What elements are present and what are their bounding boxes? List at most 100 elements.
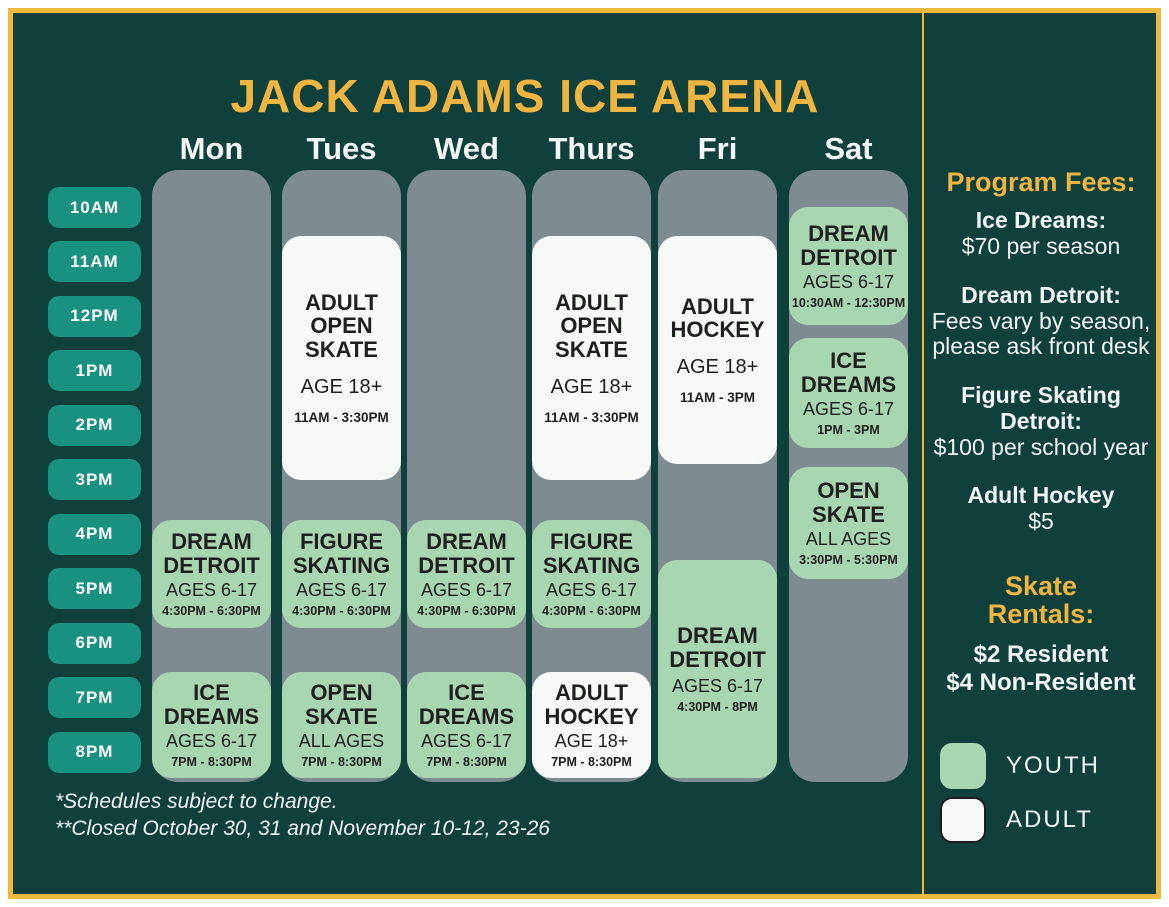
legend-label: YOUTH xyxy=(1006,752,1100,780)
event-title: FIGURE SKATING xyxy=(292,529,391,578)
event-tues-adult-open-skate: ADULT OPEN SKATE AGE 18+ 11AM - 3:30PM xyxy=(282,236,401,480)
footnotes: *Schedules subject to change. **Closed O… xyxy=(55,788,550,843)
event-age: AGE 18+ xyxy=(676,356,759,379)
fee-detail: $100 per school year xyxy=(933,433,1149,460)
event-time: 3:30PM - 5:30PM xyxy=(799,552,898,567)
event-time: 11AM - 3PM xyxy=(679,390,756,406)
day-column-sat: DREAM DETROIT AGES 6-17 10:30AM - 12:30PM I… xyxy=(789,170,908,782)
event-tues-figure-skating: FIGURE SKATING AGES 6-17 4:30PM - 6:30PM xyxy=(282,520,401,628)
day-header-mon: Mon xyxy=(179,131,244,166)
time-label-12pm: 12PM xyxy=(48,295,141,337)
time-label-3pm: 3PM xyxy=(48,459,141,501)
event-age: AGES 6-17 xyxy=(802,398,895,419)
day-header-fri: Fri xyxy=(697,131,738,166)
legend-row-youth: YOUTH xyxy=(940,743,1100,790)
event-thurs-adult-hockey: ADULT HOCKEY AGE 18+ 7PM - 8:30PM xyxy=(532,672,651,778)
fee-detail: $70 per season xyxy=(961,233,1121,260)
event-wed-ice-dreams: ICE DREAMS AGES 6-17 7PM - 8:30PM xyxy=(407,672,526,778)
time-label-7pm: 7PM xyxy=(48,677,141,719)
fees-list: Ice Dreams: $70 per season Dream Detroit: F… xyxy=(925,207,1156,558)
event-sat-open-skate: OPEN SKATE ALL AGES 3:30PM - 5:30PM xyxy=(789,467,908,579)
time-label-10am: 10AM xyxy=(48,187,141,228)
time-label-4pm: 4PM xyxy=(48,513,141,555)
fee-detail: Fees vary by season, please ask front de… xyxy=(931,307,1151,360)
event-title: ADULT HOCKEY xyxy=(544,680,639,729)
event-time: 4:30PM - 6:30PM xyxy=(542,603,641,618)
event-age: AGES 6-17 xyxy=(420,579,513,600)
skate-rentals-heading: Skate Rentals: xyxy=(987,570,1095,630)
skate-rentals-list: $2 Resident $4 Non-Resident xyxy=(946,641,1135,698)
time-label-5pm: 5PM xyxy=(48,568,141,610)
day-column-fri: ADULT HOCKEY AGE 18+ 11AM - 3PM DREAM DETRO… xyxy=(658,170,777,782)
event-title: DREAM DETROIT xyxy=(800,221,897,270)
event-title: OPEN SKATE xyxy=(305,680,378,729)
fee-detail: $5 xyxy=(1028,508,1054,535)
event-wed-dream-detroit: DREAM DETROIT AGES 6-17 4:30PM - 6:30PM xyxy=(407,520,526,628)
time-label-2pm: 2PM xyxy=(48,404,141,446)
event-time: 4:30PM - 6:30PM xyxy=(417,603,516,618)
fee-item-ice-dreams: Ice Dreams: $70 per season xyxy=(925,207,1156,260)
page-title: JACK ADAMS ICE ARENA xyxy=(230,70,820,122)
event-title: FIGURE SKATING xyxy=(542,529,641,578)
fee-name: Adult Hockey xyxy=(967,482,1115,509)
event-sat-dream-detroit: DREAM DETROIT AGES 6-17 10:30AM - 12:30PM xyxy=(789,207,908,325)
day-column-mon: DREAM DETROIT AGES 6-17 4:30PM - 6:30PM ICE… xyxy=(152,170,271,782)
event-title: OPEN SKATE xyxy=(812,478,885,527)
event-time: 7PM - 8:30PM xyxy=(301,754,382,769)
day-header-tues: Tues xyxy=(306,131,377,166)
fee-name: Ice Dreams: xyxy=(975,207,1107,234)
day-header-thurs: Thurs xyxy=(548,131,635,166)
event-age: AGE 18+ xyxy=(300,375,383,398)
event-fri-dream-detroit: DREAM DETROIT AGES 6-17 4:30PM - 8PM xyxy=(658,560,777,778)
event-time: 11AM - 3:30PM xyxy=(294,409,389,425)
event-time: 11AM - 3:30PM xyxy=(544,409,639,425)
event-title: ADULT OPEN SKATE xyxy=(305,290,378,362)
event-age: AGES 6-17 xyxy=(295,579,388,600)
event-time: 4:30PM - 6:30PM xyxy=(292,603,391,618)
panel-divider xyxy=(922,13,924,894)
event-age: AGES 6-17 xyxy=(802,271,895,292)
fee-item-dream-detroit: Dream Detroit: Fees vary by season, pleas… xyxy=(925,282,1156,360)
event-thurs-adult-open-skate: ADULT OPEN SKATE AGE 18+ 11AM - 3:30PM xyxy=(532,236,651,480)
day-column-tues: ADULT OPEN SKATE AGE 18+ 11AM - 3:30PM FIGU… xyxy=(282,170,401,782)
event-time: 4:30PM - 6:30PM xyxy=(162,603,261,618)
event-title: ICE DREAMS xyxy=(800,348,897,397)
event-time: 1PM - 3PM xyxy=(817,422,880,437)
event-title: ICE DREAMS xyxy=(418,680,515,729)
program-fees-heading: Program Fees: xyxy=(946,167,1136,197)
event-age: AGE 18+ xyxy=(550,375,633,398)
event-age: AGES 6-17 xyxy=(420,730,513,751)
legend-label: ADULT xyxy=(1006,806,1093,834)
event-age: ALL AGES xyxy=(805,528,892,549)
legend-swatch-adult xyxy=(940,797,986,844)
event-age: AGE 18+ xyxy=(554,730,629,751)
event-age: AGES 6-17 xyxy=(165,579,258,600)
legend-swatch-youth xyxy=(940,743,986,790)
event-age: ALL AGES xyxy=(298,730,385,751)
rental-line-4-non-resident: $4 Non-Resident xyxy=(946,668,1136,696)
event-thurs-figure-skating: FIGURE SKATING AGES 6-17 4:30PM - 6:30PM xyxy=(532,520,651,628)
event-time: 4:30PM - 8PM xyxy=(677,699,758,714)
time-label-8pm: 8PM xyxy=(48,731,141,773)
event-sat-ice-dreams: ICE DREAMS AGES 6-17 1PM - 3PM xyxy=(789,338,908,448)
event-title: ADULT HOCKEY xyxy=(670,293,765,342)
day-column-wed: DREAM DETROIT AGES 6-17 4:30PM - 6:30PM ICE… xyxy=(407,170,526,782)
event-age: AGES 6-17 xyxy=(545,579,638,600)
legend-row-adult: ADULT xyxy=(940,797,1100,844)
event-age: AGES 6-17 xyxy=(671,675,764,696)
event-title: DREAM DETROIT xyxy=(163,529,260,578)
event-fri-adult-hockey: ADULT HOCKEY AGE 18+ 11AM - 3PM xyxy=(658,236,777,464)
event-mon-dream-detroit: DREAM DETROIT AGES 6-17 4:30PM - 6:30PM xyxy=(152,520,271,628)
event-time: 7PM - 8:30PM xyxy=(551,754,632,769)
time-label-6pm: 6PM xyxy=(48,622,141,664)
event-title: DREAM DETROIT xyxy=(418,529,515,578)
event-tues-open-skate: OPEN SKATE ALL AGES 7PM - 8:30PM xyxy=(282,672,401,778)
day-header-wed: Wed xyxy=(434,131,499,166)
rental-line-2-resident: $2 Resident xyxy=(973,640,1109,668)
event-title: DREAM DETROIT xyxy=(669,623,766,672)
event-age: AGES 6-17 xyxy=(165,730,258,751)
fee-item-adult-hockey: Adult Hockey $5 xyxy=(925,482,1156,535)
event-time: 10:30AM - 12:30PM xyxy=(791,295,906,310)
day-header-sat: Sat xyxy=(824,131,873,166)
